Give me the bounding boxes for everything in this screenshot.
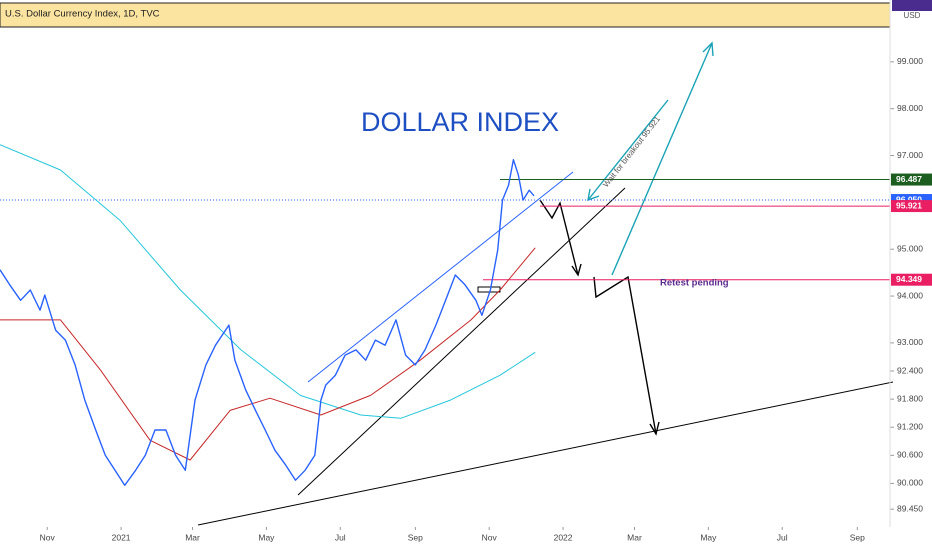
header-band xyxy=(0,2,891,28)
channel-lower xyxy=(297,187,626,496)
support-line xyxy=(197,381,894,526)
x-tick-label: 2021 xyxy=(112,532,131,542)
box xyxy=(477,286,501,293)
callout-arrow xyxy=(587,99,669,201)
x-tick-label: Sep xyxy=(850,532,865,542)
x-tick-label: Jul xyxy=(335,532,346,542)
level-label: 95.921 xyxy=(896,200,922,210)
y-tick-label: 90.000 xyxy=(897,478,923,488)
arrow-head xyxy=(571,263,582,277)
level-label: 94.349 xyxy=(896,274,922,284)
y-tick-label: 89.450 xyxy=(897,503,923,513)
drawings xyxy=(197,41,894,526)
x-tick-label: Jul xyxy=(777,532,788,542)
y-tick-label: 94.000 xyxy=(897,290,923,300)
level-label: 96.487 xyxy=(896,174,922,184)
y-tick-label: 99.000 xyxy=(897,56,923,66)
x-tick-label: Sep xyxy=(408,532,423,542)
y-tick-label: 92.400 xyxy=(897,365,923,375)
x-tick-label: May xyxy=(700,532,717,542)
up-arrow xyxy=(611,42,713,276)
x-tick-label: Nov xyxy=(482,532,498,542)
series-line xyxy=(0,144,536,419)
chart-title: DOLLAR INDEX xyxy=(361,107,559,137)
arrow-head xyxy=(649,421,660,436)
path-arrow xyxy=(593,275,657,435)
x-tick-label: Mar xyxy=(185,532,200,542)
level-badge xyxy=(891,273,932,286)
badge: USD xyxy=(904,11,921,20)
y-tick-label: 98.000 xyxy=(897,103,923,113)
x-tick-label: 2022 xyxy=(554,532,573,542)
y-tick-label: 90.600 xyxy=(897,450,923,460)
badge-bg xyxy=(892,0,932,11)
annotation: Retest pending xyxy=(660,278,729,289)
series-line xyxy=(0,159,535,486)
x-tick-label: Nov xyxy=(40,532,56,542)
level-badge xyxy=(891,173,932,186)
y-tick-label: 91.200 xyxy=(897,421,923,431)
plot: 89.450 90.000 90.600 91.200 91.800 92.400 93.0… xyxy=(0,56,932,542)
y-tick-label: 93.000 xyxy=(897,337,923,347)
y-tick-label: 97.000 xyxy=(897,150,923,160)
path-arrow xyxy=(539,199,579,276)
header-title: U.S. Dollar Currency Index, 1D, TVC xyxy=(5,9,160,20)
arrow-head xyxy=(702,41,714,57)
series-line xyxy=(0,247,536,461)
level-badge xyxy=(891,200,932,213)
x-tick-label: May xyxy=(258,532,275,542)
level-label: 96.050 xyxy=(896,194,922,204)
channel-upper xyxy=(307,171,574,383)
y-tick-label: 91.800 xyxy=(897,393,923,403)
x-tick-label: Mar xyxy=(627,532,642,542)
y-tick-label: 95.000 xyxy=(897,243,923,253)
